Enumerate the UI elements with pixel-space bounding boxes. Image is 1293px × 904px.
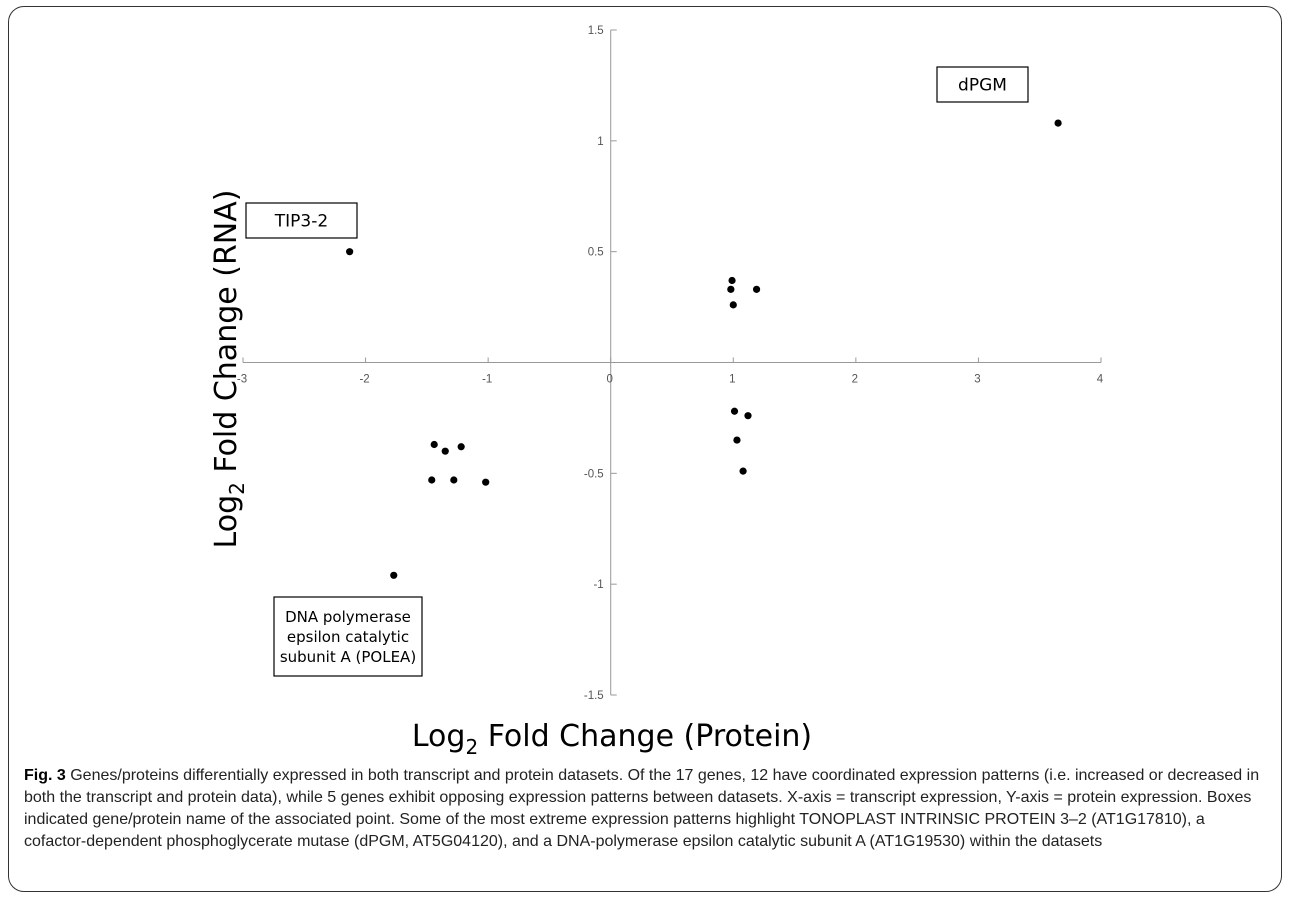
x-tick-label: 0: [607, 374, 613, 386]
data-point: [752, 285, 761, 293]
y-tick-label: 1: [597, 136, 603, 148]
data-point: [441, 447, 449, 455]
y-tick-label: 1.5: [588, 25, 604, 37]
annotation-dpgm: dPGM: [936, 66, 1029, 103]
data-point: [428, 476, 436, 484]
y-tick-label: -1.5: [584, 690, 604, 702]
data-point: [727, 285, 735, 293]
tick-labels: -3 -2 -1 0 1 2 3 4 -1.5 -1 -0.5 0.5 1 1.5: [237, 25, 1104, 702]
data-point: [733, 436, 741, 444]
data-point: [739, 467, 747, 475]
data-point: [430, 440, 438, 449]
axes: [242, 29, 1102, 696]
y-axis-title: Log2 Fold Change (RNA): [209, 190, 249, 549]
x-tick-label: 3: [974, 374, 980, 386]
annotation-box: [273, 596, 423, 677]
x-axis-title: Log2 Fold Change (Protein): [412, 719, 812, 759]
annotation-label: dPGM: [958, 75, 1007, 95]
annotation-box: [245, 202, 358, 239]
x-tick-label: 1: [729, 374, 735, 386]
x-tick-label: -1: [482, 374, 492, 386]
data-points: [346, 119, 1062, 579]
data-point: [346, 248, 354, 256]
x-tick-label: -2: [359, 374, 369, 386]
y-tick-label: 0.5: [588, 247, 604, 259]
data-point: [744, 412, 752, 420]
y-tick-label: -1: [593, 579, 603, 591]
x-tick-label: 4: [1097, 374, 1104, 386]
annotation-label: subunit A (POLEA): [280, 648, 416, 666]
data-point: [728, 276, 736, 285]
data-point: [457, 443, 465, 451]
data-point: [482, 478, 490, 486]
annotation-label: TIP3-2: [274, 211, 328, 231]
data-point: [390, 571, 398, 579]
data-point: [729, 301, 737, 309]
annotations: dPGM TIP3-2 DNA polymerase epsilon catalyti…: [245, 66, 1029, 677]
scatter-chart: -3 -2 -1 0 1 2 3 4 -1.5 -1 -0.5 0.5 1 1.5 dPGM TIP3-2 D…: [209, 25, 1104, 759]
x-tick-label: -3: [237, 374, 247, 386]
annotation-label: epsilon catalytic: [287, 628, 409, 646]
annotation-tip3-2: TIP3-2: [245, 202, 358, 239]
annotation-label: DNA polymerase: [285, 608, 411, 626]
data-point: [450, 476, 458, 484]
figure-frame: [8, 6, 1282, 892]
annotation-box: [936, 66, 1029, 103]
figure-caption: Fig. 3 Genes/proteins differentially exp…: [24, 765, 1269, 853]
annotation-polea: DNA polymerase epsilon catalytic subunit A…: [273, 596, 423, 677]
caption-text: Genes/proteins differentially expressed …: [24, 767, 1260, 850]
x-tick-label: 2: [852, 374, 858, 386]
caption-label: Fig. 3: [24, 767, 66, 784]
data-point: [1054, 119, 1062, 127]
y-tick-label: -0.5: [584, 468, 604, 480]
data-point: [730, 407, 739, 415]
